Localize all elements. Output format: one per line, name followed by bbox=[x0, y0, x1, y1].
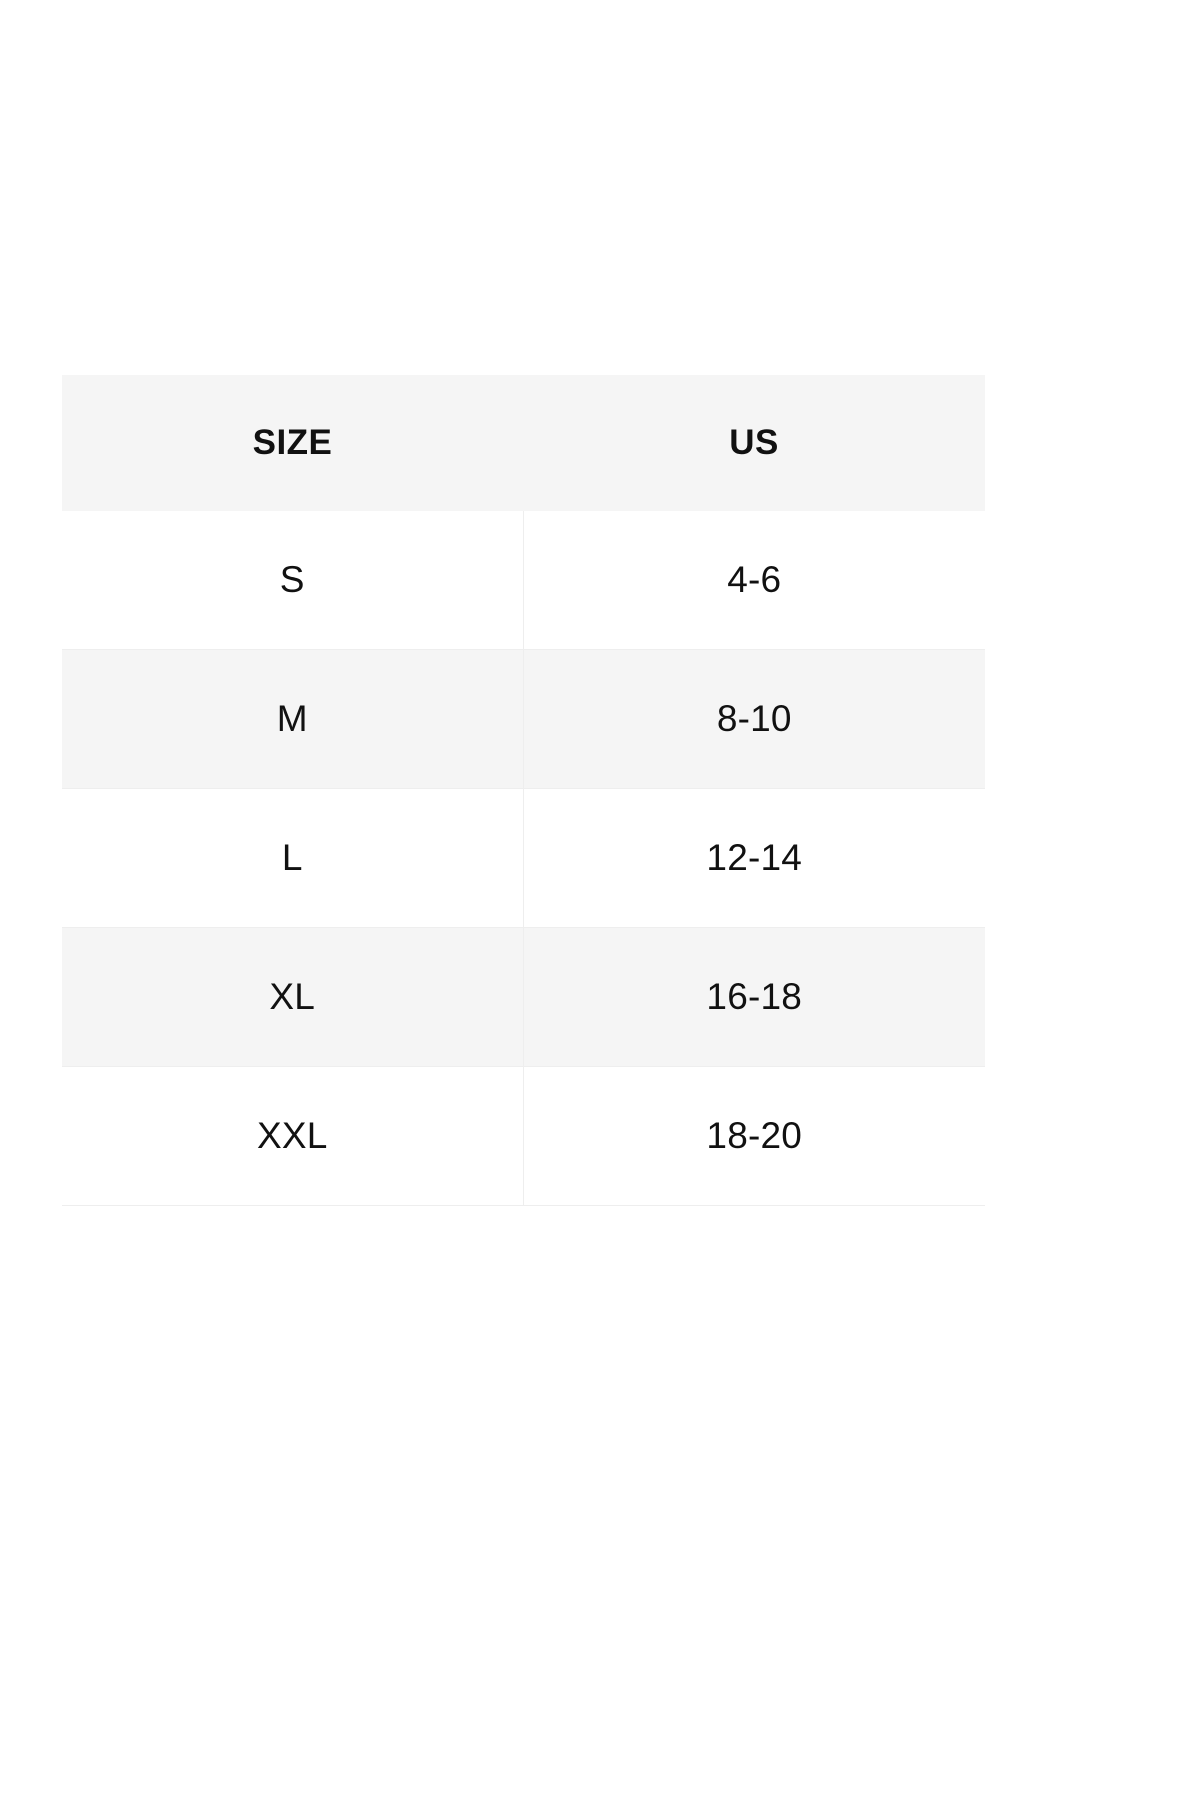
cell-us: 18-20 bbox=[523, 1066, 985, 1206]
table-row: L 12-14 bbox=[62, 788, 985, 928]
cell-us: 8-10 bbox=[523, 649, 985, 789]
cell-size: L bbox=[62, 788, 524, 928]
size-chart-container: SIZE US S 4-6 M 8-10 L 12-14 bbox=[62, 375, 985, 1206]
cell-size: S bbox=[62, 511, 524, 650]
size-chart-header: SIZE US bbox=[62, 375, 985, 511]
header-row: SIZE US bbox=[62, 375, 985, 511]
size-chart-table: SIZE US S 4-6 M 8-10 L 12-14 bbox=[62, 375, 985, 1206]
column-header-size: SIZE bbox=[62, 375, 523, 511]
cell-us: 4-6 bbox=[523, 511, 985, 650]
cell-size: XL bbox=[62, 927, 524, 1067]
table-row: S 4-6 bbox=[62, 511, 985, 650]
size-chart-body: S 4-6 M 8-10 L 12-14 XL 16-18 XXL bbox=[62, 511, 985, 1206]
table-row: XXL 18-20 bbox=[62, 1066, 985, 1206]
table-row: XL 16-18 bbox=[62, 927, 985, 1067]
cell-size: M bbox=[62, 649, 524, 789]
column-header-us: US bbox=[523, 375, 985, 511]
cell-size: XXL bbox=[62, 1066, 524, 1206]
cell-us: 16-18 bbox=[523, 927, 985, 1067]
cell-us: 12-14 bbox=[523, 788, 985, 928]
table-row: M 8-10 bbox=[62, 649, 985, 789]
